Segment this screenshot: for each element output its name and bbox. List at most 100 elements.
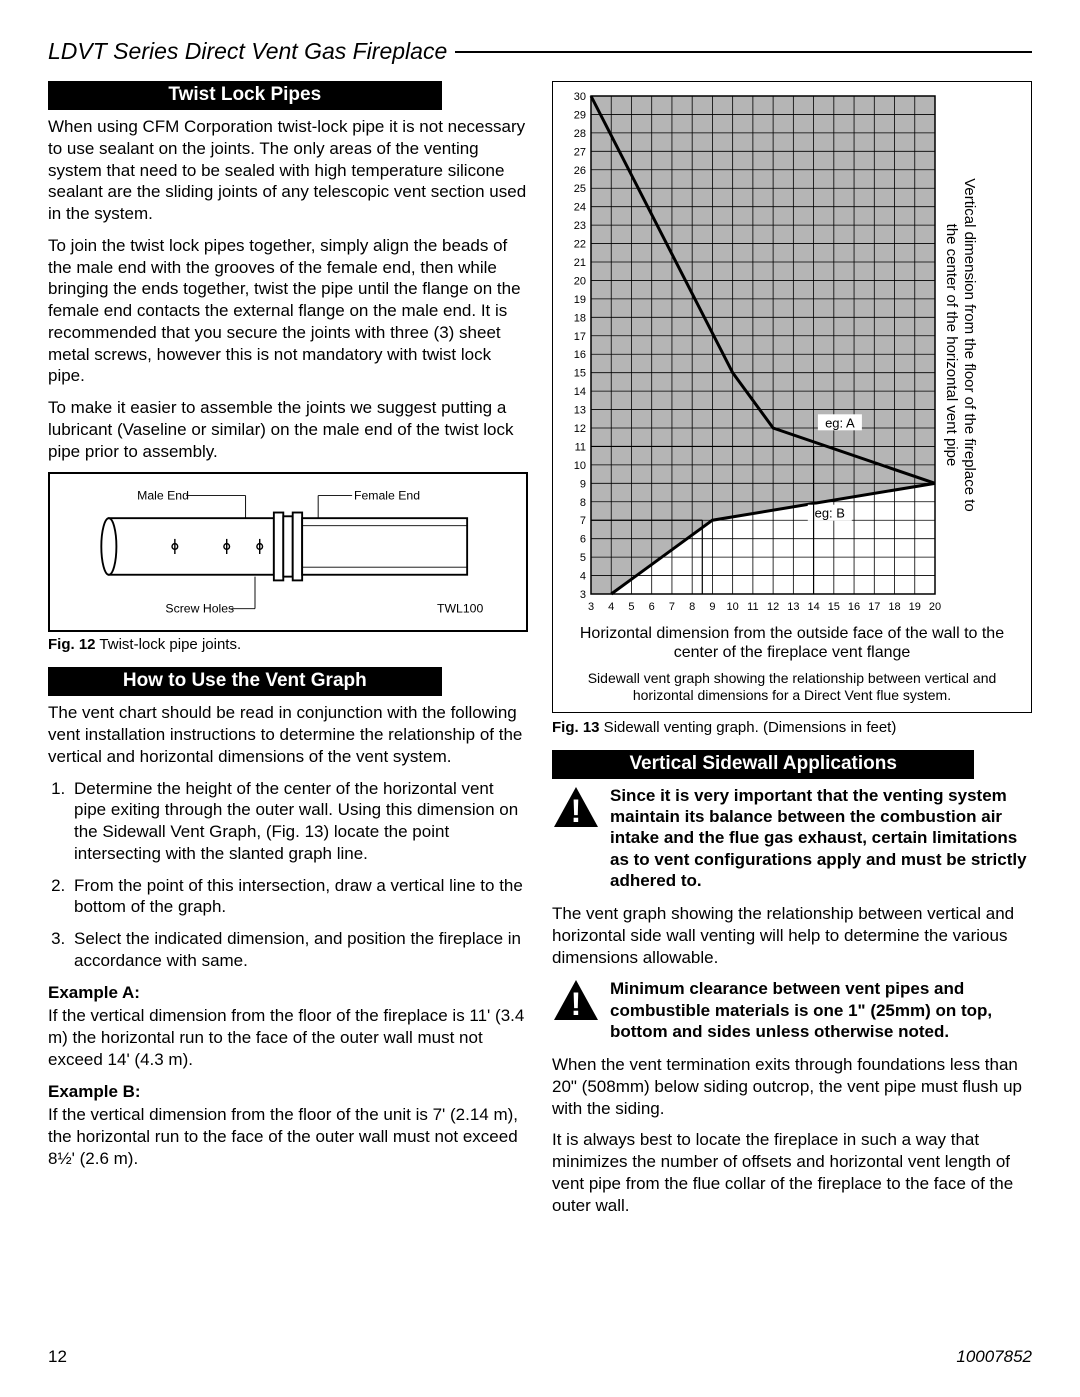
- warning-icon: !: [552, 785, 600, 829]
- graph-footer: Sidewall vent graph showing the relation…: [561, 670, 1023, 704]
- svg-text:14: 14: [807, 601, 819, 613]
- warning-1-text: Since it is very important that the vent…: [610, 785, 1032, 891]
- sidewall-vent-graph: 3 4 5 6 7 8 9 10 11 12 13 14 15 16 17 18 19 20 3 4 5 6 7 8 9 10 11…: [552, 81, 1032, 713]
- warning-icon: !: [552, 978, 600, 1022]
- svg-text:21: 21: [574, 257, 586, 269]
- svg-text:7: 7: [580, 515, 586, 527]
- svg-text:4: 4: [580, 571, 586, 583]
- svg-text:12: 12: [574, 423, 586, 435]
- svg-text:22: 22: [574, 239, 586, 251]
- svg-text:25: 25: [574, 183, 586, 195]
- section-vent-graph: How to Use the Vent Graph: [48, 667, 442, 696]
- svg-text:27: 27: [574, 146, 586, 158]
- svg-text:eg: B: eg: B: [815, 506, 845, 521]
- svg-text:28: 28: [574, 128, 586, 140]
- example-a-head: Example A:: [48, 982, 528, 1004]
- para-right-3: It is always best to locate the fireplac…: [552, 1129, 1032, 1216]
- svg-text:10: 10: [574, 460, 586, 472]
- page-number: 12: [48, 1347, 67, 1367]
- svg-text:9: 9: [580, 478, 586, 490]
- example-b-head: Example B:: [48, 1081, 528, 1103]
- svg-text:10: 10: [727, 601, 739, 613]
- svg-text:5: 5: [580, 552, 586, 564]
- label-twl100: TWL100: [437, 602, 483, 616]
- label-screw-holes: Screw Holes: [165, 602, 234, 616]
- svg-text:11: 11: [575, 441, 586, 453]
- svg-text:14: 14: [574, 386, 586, 398]
- svg-text:Vertical dimension from the f: Vertical dimension from the floor of the…: [961, 178, 978, 512]
- section-twist-lock: Twist Lock Pipes: [48, 81, 442, 110]
- step-1: Determine the height of the center of th…: [70, 778, 528, 865]
- svg-text:17: 17: [868, 601, 880, 613]
- svg-text:26: 26: [574, 165, 586, 177]
- fig13-caption: Fig. 13 Sidewall venting graph. (Dimensi…: [552, 719, 1032, 736]
- step-3: Select the indicated dimension, and posi…: [70, 928, 528, 972]
- title-rule: [455, 51, 1032, 53]
- svg-text:8: 8: [580, 497, 586, 509]
- warning-2: ! Minimum clearance between vent pipes a…: [552, 978, 1032, 1042]
- step-2: From the point of this intersection, dra…: [70, 875, 528, 919]
- svg-text:9: 9: [709, 601, 715, 613]
- svg-text:16: 16: [574, 349, 586, 361]
- para-right-2: When the vent termination exits through …: [552, 1054, 1032, 1119]
- svg-text:16: 16: [848, 601, 860, 613]
- svg-text:the center of the horizontal v: the center of the horizontal vent pipe: [943, 224, 960, 467]
- svg-text:24: 24: [574, 202, 586, 214]
- svg-text:19: 19: [574, 294, 586, 306]
- right-column: 3 4 5 6 7 8 9 10 11 12 13 14 15 16 17 18 19 20 3 4 5 6 7 8 9 10 11…: [552, 81, 1032, 1226]
- left-column: Twist Lock Pipes When using CFM Corporat…: [48, 81, 528, 1226]
- document-title-text: LDVT Series Direct Vent Gas Fireplace: [48, 38, 447, 65]
- svg-text:7: 7: [669, 601, 675, 613]
- doc-number: 10007852: [956, 1347, 1032, 1367]
- svg-text:4: 4: [608, 601, 614, 613]
- svg-text:15: 15: [574, 368, 586, 380]
- warning-2-text: Minimum clearance between vent pipes and…: [610, 978, 1032, 1042]
- fig12-caption: Fig. 12 Twist-lock pipe joints.: [48, 636, 528, 653]
- para-right-1: The vent graph showing the relationship …: [552, 903, 1032, 968]
- svg-text:19: 19: [909, 601, 921, 613]
- svg-text:13: 13: [787, 601, 799, 613]
- svg-text:eg: A: eg: A: [825, 415, 855, 430]
- svg-text:17: 17: [574, 331, 586, 343]
- svg-text:23: 23: [574, 220, 586, 232]
- vent-graph-svg: 3 4 5 6 7 8 9 10 11 12 13 14 15 16 17 18 19 20 3 4 5 6 7 8 9 10 11…: [561, 90, 1015, 620]
- twist-lock-diagram: Male End Female End: [60, 488, 516, 620]
- svg-text:12: 12: [767, 601, 779, 613]
- figure-12: Male End Female End: [48, 472, 528, 632]
- section-vertical-sidewall: Vertical Sidewall Applications: [552, 750, 974, 779]
- svg-text:15: 15: [828, 601, 840, 613]
- page-footer: 12 10007852: [48, 1347, 1032, 1367]
- para-twist-2: To join the twist lock pipes together, s…: [48, 235, 528, 387]
- para-twist-1: When using CFM Corporation twist-lock pi…: [48, 116, 528, 225]
- svg-text:29: 29: [574, 109, 586, 121]
- para-twist-3: To make it easier to assemble the joints…: [48, 397, 528, 462]
- svg-text:!: !: [571, 793, 582, 829]
- svg-text:18: 18: [574, 312, 586, 324]
- label-male-end: Male End: [137, 489, 189, 503]
- svg-text:11: 11: [747, 601, 758, 613]
- svg-text:6: 6: [649, 601, 655, 613]
- warning-1: ! Since it is very important that the ve…: [552, 785, 1032, 891]
- svg-text:30: 30: [574, 91, 586, 103]
- svg-text:6: 6: [580, 534, 586, 546]
- svg-text:3: 3: [588, 601, 594, 613]
- svg-text:!: !: [571, 986, 582, 1022]
- svg-text:13: 13: [574, 405, 586, 417]
- label-female-end: Female End: [354, 489, 420, 503]
- svg-text:20: 20: [574, 275, 586, 287]
- vent-steps: Determine the height of the center of th…: [48, 778, 528, 972]
- svg-text:18: 18: [888, 601, 900, 613]
- svg-text:3: 3: [580, 589, 586, 601]
- svg-text:20: 20: [929, 601, 941, 613]
- fig13-text: Sidewall venting graph. (Dimensions in f…: [600, 719, 897, 736]
- graph-x-caption: Horizontal dimension from the outside fa…: [561, 624, 1023, 662]
- fig13-num: Fig. 13: [552, 719, 600, 736]
- example-b: If the vertical dimension from the floor…: [48, 1104, 528, 1169]
- svg-text:8: 8: [689, 601, 695, 613]
- svg-text:5: 5: [628, 601, 634, 613]
- document-title: LDVT Series Direct Vent Gas Fireplace: [48, 38, 1032, 65]
- example-a: If the vertical dimension from the floor…: [48, 1005, 528, 1070]
- para-vent-1: The vent chart should be read in conjunc…: [48, 702, 528, 767]
- fig12-num: Fig. 12: [48, 636, 96, 653]
- fig12-text: Twist-lock pipe joints.: [96, 636, 242, 653]
